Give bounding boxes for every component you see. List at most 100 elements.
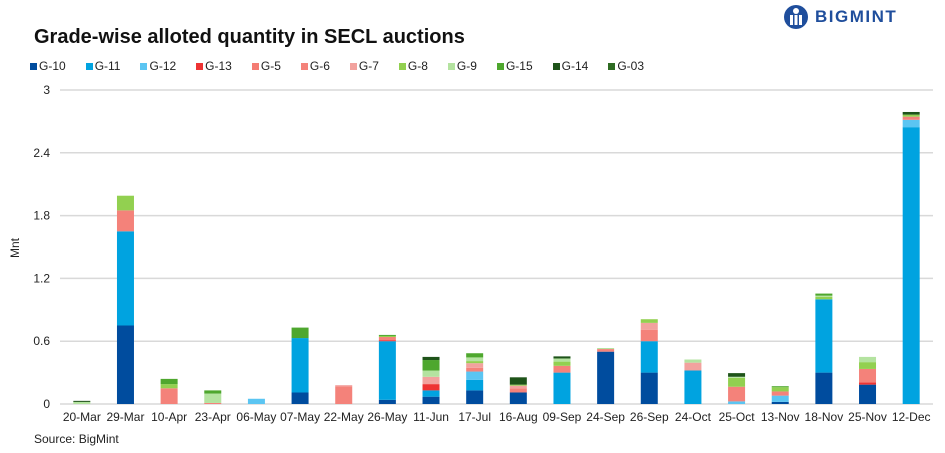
y-tick-label: 2.4 <box>33 146 50 160</box>
bar-segment-g-10 <box>466 390 484 404</box>
bar-segment-g-9 <box>684 359 702 363</box>
bar-segment-g-6 <box>640 329 658 342</box>
bar-segment-g-8 <box>553 361 571 366</box>
bar-segment-g-6 <box>160 388 178 404</box>
bar-segment-g-7 <box>640 322 658 330</box>
bar-segment-g-13 <box>859 382 877 385</box>
y-tick-label: 3 <box>43 83 50 97</box>
bar-segment-g-11 <box>378 341 396 400</box>
bar-segment-g-11 <box>553 372 571 404</box>
x-tick-label: 26-May <box>367 410 407 424</box>
bar-segment-g-11 <box>422 390 440 397</box>
bar-segment-g-8 <box>378 335 396 338</box>
bar-segment-g-15 <box>771 386 789 388</box>
bar-segment-g-9 <box>422 370 440 377</box>
bar-segment-g-14 <box>422 356 440 361</box>
bar-segment-g-9 <box>466 357 484 362</box>
legend-label: G-8 <box>407 59 428 73</box>
bar-segment-g-10 <box>859 384 877 404</box>
legend: G-10 G-11 G-12 G-13 G-5 G-6 G-7 G-8 G-9 G-15 G-14 G… <box>30 59 664 73</box>
legend-item: G-11 <box>85 59 121 73</box>
legend-swatch <box>552 62 560 70</box>
bar-segment-g-15 <box>815 293 833 296</box>
bar-segment-g-10 <box>815 372 833 404</box>
bar-segment-g-12 <box>728 401 746 404</box>
legend-item: G-8 <box>398 59 428 73</box>
x-tick-label: 17-Jul <box>458 410 491 424</box>
bar-segment-g-9 <box>204 393 222 403</box>
bar-segment-g-8 <box>640 319 658 323</box>
bar-segment-g-7 <box>335 385 353 387</box>
bar-segment-g-11 <box>902 127 920 404</box>
legend-item: G-15 <box>496 59 533 73</box>
bar-segment-g-13 <box>378 340 396 342</box>
x-tick-label: 12-Dec <box>892 410 931 424</box>
bar-segment-g-10 <box>509 392 527 404</box>
bar-segment-g-12 <box>771 395 789 402</box>
bar-segment-g-10 <box>378 399 396 404</box>
x-tick-label: 16-Aug <box>499 410 538 424</box>
legend-swatch <box>300 62 308 70</box>
y-tick-label: 0 <box>43 397 50 411</box>
bar-segment-g-6 <box>902 116 920 120</box>
bar-segment-g-6 <box>116 210 134 232</box>
bar-segment-g-6 <box>378 337 396 341</box>
legend-swatch <box>496 62 504 70</box>
x-tick-label: 23-Apr <box>195 410 231 424</box>
source-note: Source: BigMint <box>34 432 119 446</box>
bar-segment-g-13 <box>422 384 440 391</box>
legend-label: G-10 <box>39 59 66 73</box>
bar-segment-g-11 <box>291 338 309 393</box>
bar-segment-g-8 <box>815 296 833 300</box>
bar-segment-g-6 <box>466 367 484 372</box>
x-tick-label: 09-Sep <box>543 410 582 424</box>
legend-label: G-9 <box>456 59 477 73</box>
legend-label: G-11 <box>94 59 121 73</box>
bar-segment-g-11 <box>640 341 658 373</box>
bar-segment-g-9 <box>859 356 877 363</box>
bar-segment-g-10 <box>422 396 440 404</box>
bar-segment-g-14 <box>902 111 920 115</box>
bar-segment-g-8 <box>116 195 134 211</box>
bar-segment-g-8 <box>771 387 789 392</box>
legend-item: G-6 <box>300 59 330 73</box>
legend-swatch <box>447 62 455 70</box>
legend-swatch <box>196 62 204 70</box>
legend-label: G-6 <box>309 59 330 73</box>
bar-segment-g-6 <box>509 388 527 393</box>
y-tick-label: 1.2 <box>33 271 50 285</box>
bar-segment-g-15 <box>422 360 440 371</box>
legend-item: G-03 <box>608 59 644 73</box>
bar-segment-g-8 <box>160 384 178 389</box>
bar-segment-g-15 <box>204 390 222 394</box>
bar-segment-g-11 <box>116 231 134 326</box>
bar-segment-g-7 <box>684 362 702 371</box>
bar-segment-g-8 <box>728 377 746 387</box>
bar-segment-g-6 <box>771 391 789 396</box>
bar-segment-g-9 <box>597 348 615 350</box>
y-axis-label: Mnt <box>8 237 22 258</box>
bar-segment-g-6 <box>859 368 877 383</box>
bar-segment-g-9 <box>728 376 746 378</box>
bar-segment-g-9 <box>73 401 91 404</box>
logo-text: BIGMINT <box>815 7 898 26</box>
bar-segment-g-15 <box>160 378 178 385</box>
legend-swatch <box>251 62 259 70</box>
bar-segment-g-10 <box>116 325 134 404</box>
x-tick-label: 10-Apr <box>151 410 187 424</box>
bar-segment-g-10 <box>291 392 309 404</box>
bar-segment-g-10 <box>640 372 658 404</box>
legend-item: G-10 <box>30 59 66 73</box>
bar-segment-g-15 <box>291 327 309 339</box>
bar-segment-g-8 <box>509 384 527 386</box>
legend-item: G-13 <box>196 59 232 73</box>
x-tick-label: 13-Nov <box>761 410 800 424</box>
bar-segment-g-6 <box>553 365 571 373</box>
x-tick-label: 18-Nov <box>805 410 844 424</box>
legend-swatch <box>608 62 616 70</box>
x-tick-label: 24-Sep <box>586 410 625 424</box>
chart-title: Grade-wise alloted quantity in SECL auct… <box>34 26 465 48</box>
x-tick-label: 25-Nov <box>848 410 887 424</box>
x-tick-label: 24-Oct <box>675 410 712 424</box>
